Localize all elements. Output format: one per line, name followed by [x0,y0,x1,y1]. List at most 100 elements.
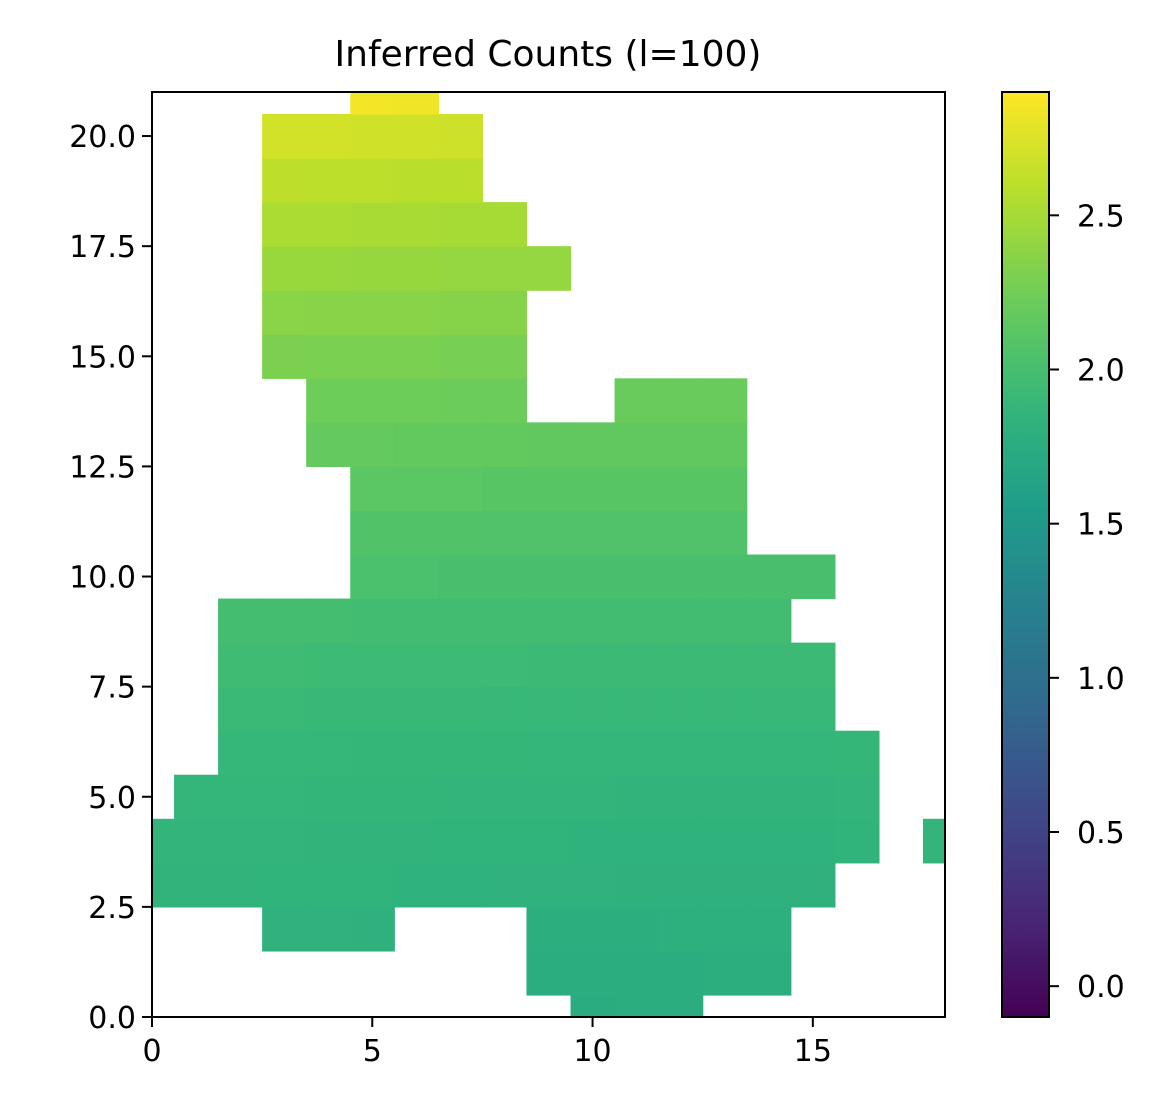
heatmap-cell [658,642,704,688]
heatmap-cell [218,862,263,908]
heatmap-cell [350,290,395,335]
heatmap-cell [482,774,528,820]
heatmap-cell [570,642,616,688]
y-tick-label: 17.5 [69,230,136,265]
heatmap-cell [614,642,660,688]
heatmap-cell [394,158,439,203]
heatmap-cell [394,774,439,820]
heatmap-cell [306,730,351,776]
heatmap-cell [306,378,351,423]
heatmap-cell [218,818,263,864]
heatmap-cell [152,818,175,864]
heatmap-cell [438,202,484,247]
heatmap-cell [438,774,484,820]
heatmap-cell [262,642,307,688]
heatmap-cell [482,422,528,468]
heatmap-cell [350,466,395,512]
x-tick-label: 5 [363,1034,382,1069]
heatmap-cell [526,642,572,688]
heatmap-cell [438,334,484,379]
heatmap-cell [658,950,704,996]
colorbar-tick-label: 1.5 [1077,508,1125,543]
colorbar [1002,92,1049,1017]
heatmap-cell [394,246,439,291]
heatmap-cell [438,686,484,732]
heatmap-cell [702,642,748,688]
heatmap-cell [350,686,395,732]
heatmap-cell [570,466,616,512]
heatmap-cell [350,818,395,864]
heatmap-cell [306,598,351,644]
heatmap-cell [746,774,792,820]
heatmap-cell [394,686,439,732]
colorbar-tick-label: 2.0 [1077,354,1125,389]
heatmap-cell [218,686,263,732]
heatmap-cell [350,378,395,423]
heatmap-cell [658,818,704,864]
heatmap-cell [218,730,263,776]
heatmap-cell [262,334,307,379]
heatmap-cell [350,774,395,820]
heatmap-cell [658,598,704,644]
heatmap-cell [350,862,395,908]
heatmap-cell [702,554,748,600]
heatmap-cell [350,422,395,468]
heatmap-cell [570,510,616,556]
heatmap-cell [306,114,351,159]
heatmap-cell [438,818,484,864]
colorbar-tick-label: 2.5 [1077,199,1125,234]
heatmap-cell [658,422,704,468]
heatmap-cell [790,642,836,688]
heatmap-cell [526,422,572,468]
heatmap-cell [834,774,880,820]
heatmap-cell [394,290,439,335]
heatmap-cell [746,730,792,776]
heatmap-cell [438,246,484,291]
heatmap-cell [438,290,484,335]
heatmap-cell [526,246,572,291]
y-tick-label: 10.0 [69,561,136,596]
heatmap-cell [482,730,528,776]
heatmap-cell [526,510,572,556]
y-tick-label: 7.5 [88,671,136,706]
heatmap-cell [174,862,219,908]
heatmap-cell [790,818,836,864]
heatmap-cell [702,510,748,556]
heatmap-cell [482,334,528,379]
heatmap-cell [482,290,528,335]
y-tick-label: 0.0 [88,1001,136,1036]
heatmap-cell [218,642,263,688]
heatmap-cell [394,334,439,379]
heatmap-cell [482,466,528,512]
heatmap-cell [262,906,307,952]
heatmap-cell [262,598,307,644]
heatmap-cell [262,158,307,203]
heatmap-cell [306,290,351,335]
heatmap-cell [394,598,439,644]
heatmap-cell [526,466,572,512]
heatmap-cell [614,818,660,864]
heatmap-cell [350,92,395,115]
heatmap-cell [702,950,748,996]
heatmap-cell [438,642,484,688]
heatmap-cell [306,422,351,468]
heatmap-cell [306,906,351,952]
heatmap-cell [790,774,836,820]
heatmap-cell [526,950,572,996]
heatmap-cell [570,818,616,864]
heatmap-cell [350,730,395,776]
heatmap-cell [746,862,792,908]
heatmap-cell [702,466,748,512]
heatmap-cell [790,862,836,908]
heatmap-cell [658,554,704,600]
heatmap-cell [614,994,660,1017]
heatmap-cell [306,686,351,732]
heatmap-cell [438,554,484,600]
heatmap-cell [702,378,748,423]
colorbar-tick-label: 0.0 [1077,970,1125,1005]
heatmap-cell [702,686,748,732]
heatmap-cell [702,598,748,644]
plot-frame [151,91,946,1018]
heatmap-cell [614,774,660,820]
